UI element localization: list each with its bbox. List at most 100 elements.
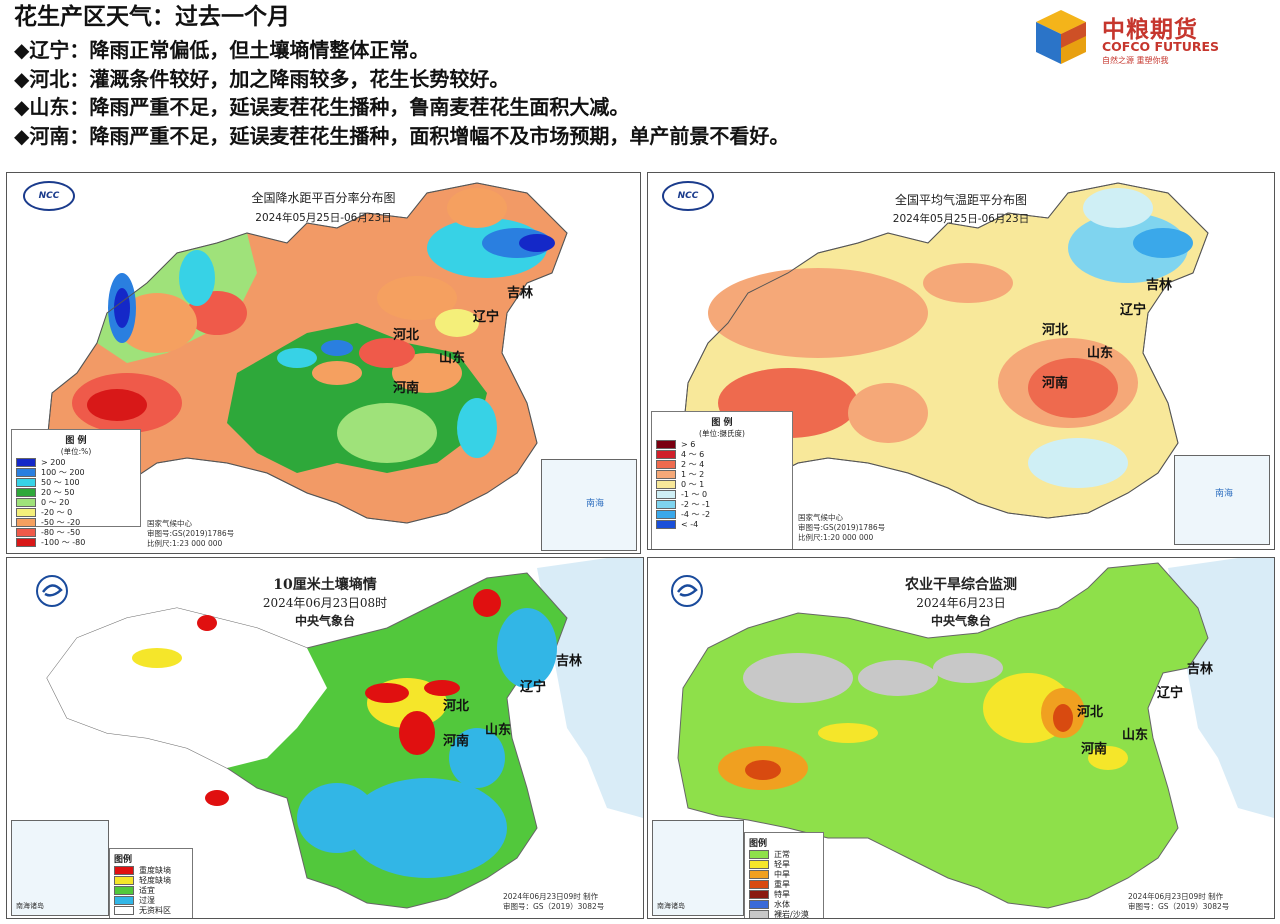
label-henan: 河南 xyxy=(1042,376,1069,391)
footer-agency: 国家气候中心 xyxy=(147,519,192,528)
temperature-map xyxy=(682,182,1209,519)
legend-swatch xyxy=(749,879,769,889)
legend-label: 0 ～ 20 xyxy=(41,497,70,507)
south-china-sea-inset: 南海 xyxy=(1174,455,1270,545)
soil-moisture-legend: 图例 重度缺墒 轻度缺墒 适宜 过湿 无资料区 xyxy=(109,848,193,918)
drought-map-date: 2024年6月23日 xyxy=(916,596,1006,610)
legend-row: 重度缺墒 xyxy=(114,865,188,875)
legend-title: 图 例 xyxy=(65,436,87,446)
south-china-sea-inset: 南海诸岛 xyxy=(652,820,744,916)
label-shandong: 山东 xyxy=(1122,728,1149,743)
legend-swatch xyxy=(749,869,769,879)
cube-logo-icon xyxy=(1036,10,1086,64)
cofco-futures-logo: 中粮期货 COFCO FUTURES 自然之源 重塑你我 xyxy=(1030,6,1270,68)
legend-row: -1 ～ 0 xyxy=(656,489,788,499)
legend-label: -80 ～ -50 xyxy=(41,527,81,537)
legend-swatch xyxy=(16,467,36,477)
legend-row: 过湿 xyxy=(114,895,188,905)
label-shandong: 山东 xyxy=(1087,346,1114,361)
footer-approval: 审图号:GS(2019)1786号 xyxy=(798,523,886,532)
legend-row: 20 ～ 50 xyxy=(16,487,136,497)
legend-label: 中旱 xyxy=(774,869,790,879)
bullet-hebei: ◆河北：灌溉条件较好，加之降雨较多，花生长势较好。 xyxy=(14,66,510,91)
legend-row: -80 ～ -50 xyxy=(16,527,136,537)
legend-row: 特旱 xyxy=(749,889,819,899)
label-henan: 河南 xyxy=(1081,742,1108,757)
legend-swatch xyxy=(16,517,36,527)
legend-swatch xyxy=(114,905,134,915)
legend-swatch xyxy=(656,509,676,519)
legend-label: 过湿 xyxy=(139,895,155,905)
legend-row: 轻旱 xyxy=(749,859,819,869)
legend-swatch xyxy=(749,889,769,899)
legend-row: 1 ～ 2 xyxy=(656,469,788,479)
label-liaoning: 辽宁 xyxy=(1120,303,1147,318)
legend-row: 50 ～ 100 xyxy=(16,477,136,487)
legend-swatch xyxy=(656,489,676,499)
precipitation-legend: 图 例 (单位:%) > 200 100 ～ 200 50 ～ 100 20 ～ 50… xyxy=(11,429,141,547)
legend-swatch xyxy=(16,497,36,507)
footer-made: 2024年06月23日09时 制作 xyxy=(1128,892,1224,901)
legend-title: 图 例 xyxy=(711,418,733,428)
temperature-map-date: 2024年05月25日-06月23日 xyxy=(892,213,1030,225)
label-shandong: 山东 xyxy=(485,723,512,738)
legend-row: 0 ～ 1 xyxy=(656,479,788,489)
legend-swatch xyxy=(16,487,36,497)
legend-swatch xyxy=(656,449,676,459)
legend-swatch xyxy=(749,899,769,909)
legend-label: 4 ～ 6 xyxy=(681,449,705,459)
legend-label: 轻旱 xyxy=(774,859,790,869)
legend-swatch xyxy=(749,909,769,918)
legend-row: -100 ～ -80 xyxy=(16,537,136,547)
footer-agency: 国家气候中心 xyxy=(798,513,843,522)
legend-label: -100 ～ -80 xyxy=(41,537,86,547)
summary-bullets: ◆辽宁：降雨正常偏低，但土壤墒情整体正常。 ◆河北：灌溉条件较好，加之降雨较多，… xyxy=(14,36,789,150)
legend-swatch xyxy=(656,459,676,469)
legend-swatch xyxy=(114,895,134,905)
legend-label: -4 ～ -2 xyxy=(681,509,711,519)
legend-swatch xyxy=(114,885,134,895)
legend-title: 图例 xyxy=(749,839,768,849)
legend-row: 正常 xyxy=(749,849,819,859)
legend-swatch xyxy=(656,439,676,449)
legend-items: 重度缺墒 轻度缺墒 适宜 过湿 无资料区 xyxy=(114,865,188,915)
south-china-sea-inset: 南海 xyxy=(541,459,637,551)
bullet-shandong: ◆山东：降雨严重不足，延误麦茬花生播种，鲁南麦茬花生面积大减。 xyxy=(14,95,630,119)
legend-row: -4 ～ -2 xyxy=(656,509,788,519)
legend-label: -50 ～ -20 xyxy=(41,517,81,527)
legend-label: 0 ～ 1 xyxy=(681,479,705,489)
logo-slogan: 自然之源 重塑你我 xyxy=(1102,56,1169,65)
label-henan: 河南 xyxy=(393,381,420,396)
label-liaoning: 辽宁 xyxy=(473,310,500,325)
legend-swatch xyxy=(114,865,134,875)
label-hebei: 河北 xyxy=(1077,705,1104,720)
legend-row: -2 ～ -1 xyxy=(656,499,788,509)
legend-row: < -4 xyxy=(656,519,788,529)
south-china-sea-inset: 南海诸岛 xyxy=(11,820,109,916)
inset-label: 南海诸岛 xyxy=(16,902,44,910)
legend-swatch xyxy=(749,859,769,869)
legend-unit: (单位:摄氏度) xyxy=(699,429,745,438)
footer-scale: 比例尺:1:23 000 000 xyxy=(147,539,223,548)
cma-logo-icon xyxy=(35,574,69,608)
legend-swatch xyxy=(16,477,36,487)
legend-row: 4 ～ 6 xyxy=(656,449,788,459)
legend-items: > 200 100 ～ 200 50 ～ 100 20 ～ 50 0 ～ 20 -20 ～… xyxy=(16,457,136,547)
ncc-logo-icon: NCC xyxy=(662,181,714,211)
label-liaoning: 辽宁 xyxy=(1157,686,1184,701)
soil-moisture-map-footer: 2024年06月23日09时 制作 审图号：GS（2019）3082号 xyxy=(503,892,604,912)
logo-cn-text: 中粮期货 xyxy=(1102,17,1198,43)
precipitation-map xyxy=(46,182,568,524)
temperature-map-panel: NCC 全国平均气温距平分布图 2024年05月25日-06月23日 吉林 辽宁… xyxy=(647,172,1275,550)
precipitation-map-date: 2024年05月25日-06月23日 xyxy=(255,212,392,224)
logo-en-text: COFCO FUTURES xyxy=(1102,39,1220,54)
drought-map-panel: 农业干旱综合监测 2024年6月23日 中央气象台 吉林 辽宁 河北 山东 河南… xyxy=(647,557,1275,919)
soil-moisture-map-agency: 中央气象台 xyxy=(294,614,355,628)
legend-swatch xyxy=(114,875,134,885)
legend-swatch xyxy=(16,537,36,547)
legend-row: > 6 xyxy=(656,439,788,449)
legend-row: 重旱 xyxy=(749,879,819,889)
temperature-map-footer: 国家气候中心 审图号:GS(2019)1786号 比例尺:1:20 000 00… xyxy=(798,513,885,543)
